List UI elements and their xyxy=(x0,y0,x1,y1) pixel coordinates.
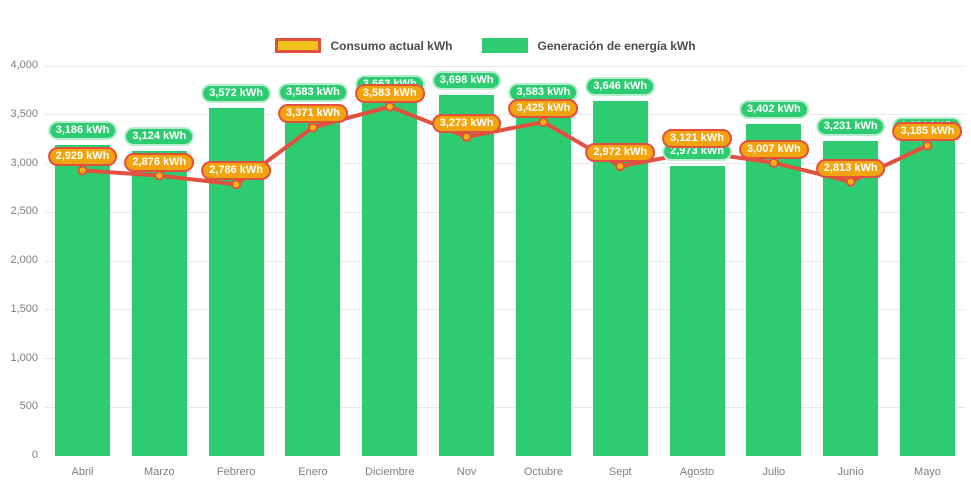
generation-bar[interactable] xyxy=(899,141,955,456)
x-axis-month-label: Junio xyxy=(837,466,864,478)
gridline xyxy=(44,114,966,116)
consumption-value-label: 2,813 kWh xyxy=(815,158,886,178)
generation-value-label: 3,646 kWh xyxy=(585,76,656,96)
x-axis-month-label: Octubre xyxy=(523,466,563,478)
generation-bar[interactable] xyxy=(208,107,264,456)
consumption-value-label: 3,371 kWh xyxy=(278,104,348,124)
consumption-value-label: 3,425 kWh xyxy=(508,99,579,119)
generation-value-label: 3,124 kWh xyxy=(124,127,195,147)
consumption-value-label: 3,007 kWh xyxy=(738,139,809,159)
generation-value-label: 3,186 kWh xyxy=(47,121,118,141)
y-axis-tick-label: 500 xyxy=(19,400,38,413)
x-axis-month-label: Agosto xyxy=(679,466,715,478)
generation-bar[interactable] xyxy=(746,124,802,456)
y-axis-tick-label: 2,000 xyxy=(10,254,38,266)
y-axis-tick-label: 0 xyxy=(31,449,38,461)
legend-label-consumo: Consumo actual kWh xyxy=(330,38,453,53)
generation-value-label: 3,698 kWh xyxy=(431,71,502,91)
generation-value-label: 3,583 kWh xyxy=(278,82,348,102)
y-axis-tick-label: 1,000 xyxy=(10,351,38,364)
x-axis-month-label: Mayo xyxy=(914,466,941,478)
consumption-value-label: 3,185 kWh xyxy=(892,122,963,142)
generacion-swatch-icon xyxy=(482,38,529,53)
gridline xyxy=(44,65,966,67)
legend-label-generacion: Generación de energía kWh xyxy=(537,38,696,53)
consumption-value-label: 2,876 kWh xyxy=(124,152,195,172)
legend-item-generacion[interactable]: Generación de energía kWh xyxy=(482,38,696,53)
consumption-value-label: 2,972 kWh xyxy=(585,143,656,163)
y-axis-tick-label: 1,500 xyxy=(10,302,38,315)
x-axis-month-label: Julio xyxy=(762,466,786,478)
chart-legend: Consumo actual kWh Generación de energía… xyxy=(0,38,971,53)
y-axis-tick-label: 3,000 xyxy=(10,156,38,169)
generation-bar[interactable] xyxy=(515,106,571,456)
generation-bar[interactable] xyxy=(131,151,187,456)
x-axis-month-label: Marzo xyxy=(144,466,175,478)
x-axis-month-label: Diciembre xyxy=(365,466,415,478)
y-axis-tick-label: 4,000 xyxy=(10,59,38,71)
generation-value-label: 3,231 kWh xyxy=(815,116,886,136)
consumption-value-label: 3,583 kWh xyxy=(354,83,425,103)
generation-bar[interactable] xyxy=(55,145,110,456)
x-axis-month-label: Enero xyxy=(298,466,328,478)
gridline xyxy=(44,211,966,213)
gridline xyxy=(44,260,966,262)
gridline xyxy=(44,309,966,311)
x-axis-month-label: Febrero xyxy=(216,466,256,478)
generation-bar[interactable] xyxy=(669,166,725,456)
consumption-value-label: 3,121 kWh xyxy=(662,128,732,148)
x-axis-month-label: Nov xyxy=(456,466,477,478)
y-axis-tick-label: 2,500 xyxy=(10,205,38,218)
x-axis-month-label: Sept xyxy=(608,466,632,478)
gridline xyxy=(44,358,966,359)
consumption-value-label: 2,929 kWh xyxy=(47,147,118,167)
generation-value-label: 3,402 kWh xyxy=(738,100,809,120)
gridline xyxy=(44,406,966,408)
generation-bar[interactable] xyxy=(362,98,418,456)
generation-bar[interactable] xyxy=(823,140,879,456)
consumption-value-label: 2,786 kWh xyxy=(201,161,272,181)
consumo-swatch-icon xyxy=(275,38,322,53)
x-axis-month-label: Abril xyxy=(71,466,94,478)
consumption-value-label: 3,273 kWh xyxy=(431,113,502,133)
generation-bar[interactable] xyxy=(439,95,495,456)
y-axis-tick-label: 3,500 xyxy=(10,107,38,120)
legend-item-consumo[interactable]: Consumo actual kWh xyxy=(275,38,452,53)
generation-value-label: 3,572 kWh xyxy=(201,83,272,103)
generation-bar[interactable] xyxy=(285,106,341,456)
